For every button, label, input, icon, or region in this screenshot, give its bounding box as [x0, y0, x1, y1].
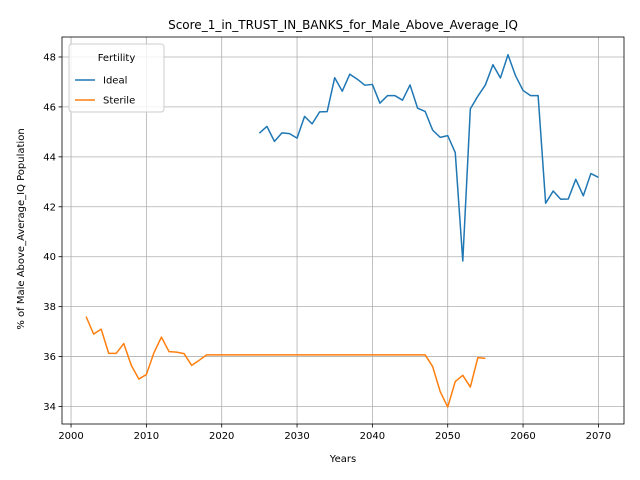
y-tick-label: 44 — [43, 152, 56, 163]
y-tick-label: 46 — [43, 102, 56, 113]
x-tick-label: 2000 — [58, 431, 83, 442]
x-tick-label: 2030 — [284, 431, 309, 442]
plot-frame — [61, 36, 625, 425]
x-tick-label: 2050 — [435, 431, 460, 442]
x-tick-label: 2040 — [360, 431, 385, 442]
x-tick-label: 2060 — [510, 431, 535, 442]
y-tick-label: 48 — [43, 52, 56, 63]
series-line-ideal — [258, 53, 599, 262]
x-tick-label: 2020 — [209, 431, 234, 442]
x-tick-label: 2010 — [134, 431, 159, 442]
y-tick-label: 40 — [43, 252, 56, 263]
legend-box — [68, 43, 165, 113]
y-tick-label: 36 — [43, 352, 56, 363]
chart-title: Score_1_in_TRUST_IN_BANKS_for_Male_Above… — [168, 18, 518, 32]
y-axis-label: % of Male Above_Average_IQ Population — [16, 128, 27, 329]
legend-label-sterile: Sterile — [103, 96, 135, 107]
x-tick-label: 2070 — [586, 431, 611, 442]
legend: Fertility Ideal Sterile — [68, 43, 165, 113]
plot-area: 2000 2010 2020 2030 2040 2050 2060 2070 34 36 38 40… — [43, 36, 625, 442]
y-tick-label: 38 — [43, 302, 56, 313]
x-axis-label: Years — [329, 454, 356, 465]
y-tick-label: 42 — [43, 202, 56, 213]
y-tick-label: 34 — [43, 402, 56, 413]
legend-title: Fertility — [98, 53, 136, 64]
series-line-sterile — [85, 316, 486, 408]
legend-label-ideal: Ideal — [103, 76, 127, 87]
